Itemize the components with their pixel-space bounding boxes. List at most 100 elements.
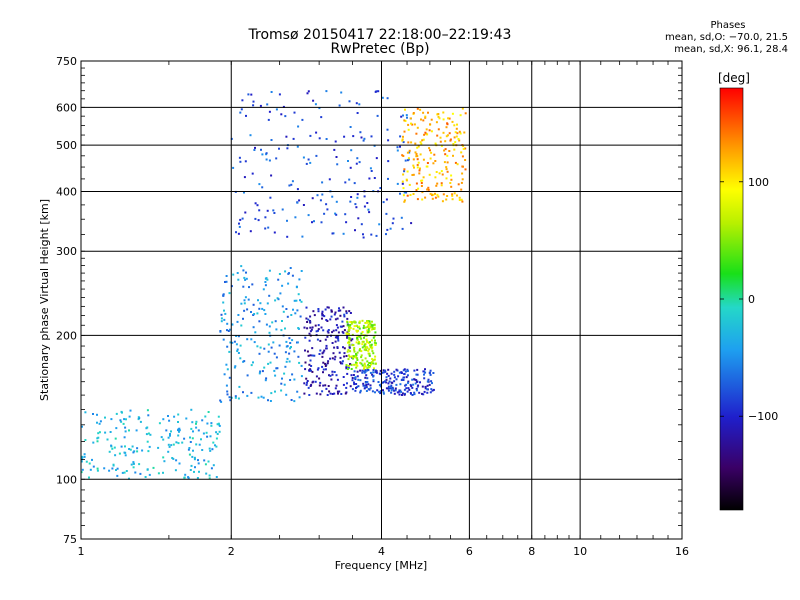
data-point xyxy=(356,338,359,341)
data-point xyxy=(423,133,426,136)
data-point xyxy=(329,392,332,395)
data-point xyxy=(195,426,198,429)
data-point xyxy=(373,144,376,147)
data-point xyxy=(267,226,270,229)
data-point xyxy=(266,278,269,281)
data-point xyxy=(361,359,364,362)
data-point xyxy=(115,469,117,471)
data-point xyxy=(325,344,328,347)
data-point xyxy=(318,384,321,387)
data-point xyxy=(406,116,408,119)
data-point xyxy=(81,456,84,459)
data-point xyxy=(425,128,428,131)
data-point xyxy=(358,161,361,164)
data-point xyxy=(445,166,448,169)
data-point xyxy=(270,174,273,177)
data-point xyxy=(401,394,403,396)
data-point xyxy=(120,445,123,448)
data-point xyxy=(367,321,370,324)
data-point xyxy=(223,318,226,321)
data-point xyxy=(228,350,231,353)
data-point xyxy=(335,324,338,327)
data-point xyxy=(234,396,237,399)
data-point xyxy=(325,347,328,350)
data-point xyxy=(136,447,139,450)
data-point xyxy=(355,383,358,385)
data-point xyxy=(337,335,340,338)
data-point xyxy=(355,354,358,357)
data-point xyxy=(344,213,347,216)
data-point xyxy=(314,380,317,383)
data-point xyxy=(254,331,257,334)
data-point xyxy=(410,141,413,144)
data-point xyxy=(295,299,298,302)
data-point xyxy=(358,321,361,324)
data-point xyxy=(373,326,376,329)
data-point xyxy=(123,418,126,421)
data-point xyxy=(411,386,414,389)
data-point xyxy=(301,118,304,121)
data-point xyxy=(355,366,358,369)
data-point xyxy=(424,387,427,390)
data-point xyxy=(309,315,312,318)
data-point xyxy=(122,422,125,425)
data-point xyxy=(437,128,440,131)
data-point xyxy=(305,317,308,320)
data-point xyxy=(386,228,389,231)
data-point xyxy=(424,385,427,388)
data-point xyxy=(352,327,355,330)
data-point xyxy=(353,383,356,386)
data-point xyxy=(368,348,371,351)
data-point xyxy=(177,434,180,437)
data-point xyxy=(423,377,426,380)
data-point xyxy=(196,477,199,479)
data-point xyxy=(403,376,406,379)
data-point xyxy=(329,374,332,377)
data-point xyxy=(290,399,293,401)
data-point xyxy=(170,430,172,433)
data-point xyxy=(337,392,339,395)
data-point xyxy=(364,321,367,324)
data-point xyxy=(264,284,267,287)
data-point xyxy=(442,131,445,134)
data-point xyxy=(291,339,294,342)
data-point xyxy=(246,338,249,341)
data-point xyxy=(429,157,432,160)
data-point xyxy=(237,397,240,400)
data-point xyxy=(335,156,338,158)
data-point xyxy=(174,469,177,472)
data-point xyxy=(268,159,271,162)
data-point xyxy=(247,93,250,96)
data-point xyxy=(252,303,255,306)
data-point xyxy=(417,161,420,164)
data-point xyxy=(448,117,451,120)
data-point xyxy=(429,192,432,195)
data-point xyxy=(264,379,267,382)
data-point xyxy=(436,193,439,196)
data-point xyxy=(365,349,368,352)
data-point xyxy=(336,326,339,329)
data-point xyxy=(236,350,239,352)
data-point xyxy=(341,330,344,333)
data-point xyxy=(415,182,418,185)
data-point xyxy=(452,154,454,157)
data-point xyxy=(344,181,347,184)
data-point xyxy=(287,282,290,285)
data-point xyxy=(304,336,307,339)
data-point xyxy=(302,204,305,206)
data-point xyxy=(317,324,320,327)
data-point xyxy=(137,418,140,421)
data-point xyxy=(310,328,313,331)
data-point xyxy=(374,90,377,93)
data-point xyxy=(263,347,266,350)
colorbar-tick-label: −100 xyxy=(748,410,778,423)
data-point xyxy=(257,219,260,222)
data-point xyxy=(207,411,210,413)
data-point xyxy=(242,360,245,363)
data-point xyxy=(407,128,410,131)
data-point xyxy=(348,326,351,328)
phase-stats-title: Phases xyxy=(710,20,746,31)
data-point xyxy=(158,422,161,425)
data-point xyxy=(246,308,249,311)
data-point xyxy=(270,346,273,349)
